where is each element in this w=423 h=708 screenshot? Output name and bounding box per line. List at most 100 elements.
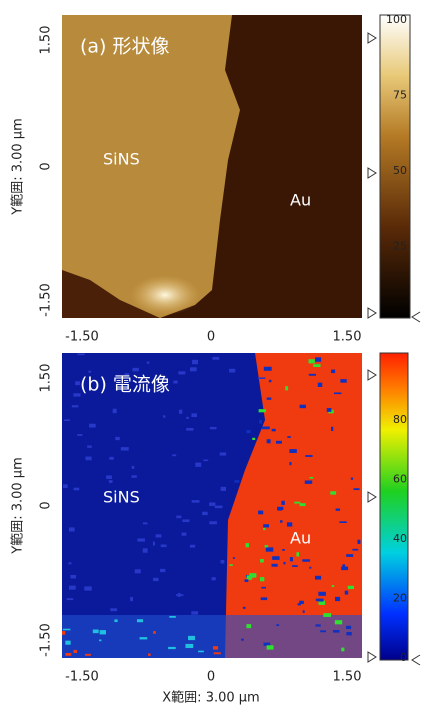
speckle	[99, 639, 101, 641]
speckle	[260, 559, 264, 563]
speckle	[65, 641, 70, 645]
panel-label: (a) 形状像	[80, 36, 170, 58]
speckle	[277, 507, 283, 510]
region-label: SiNS	[103, 488, 140, 507]
speckle	[234, 480, 239, 482]
figure: (a) 形状像SiNSAu1.500-1.50Y範囲: 3.00 µm-1.50…	[0, 0, 423, 708]
region-label: Au	[290, 191, 311, 210]
y-tick-label: -1.50	[39, 283, 54, 317]
speckle	[109, 480, 113, 483]
speckle	[296, 552, 299, 556]
speckle	[266, 547, 273, 551]
speckle	[315, 576, 321, 580]
speckle	[137, 538, 145, 541]
speckle	[156, 534, 162, 537]
region-label: SiNS	[103, 150, 140, 169]
speckle	[209, 502, 215, 505]
speckle	[265, 545, 268, 548]
y-tick-label: 0	[39, 501, 54, 509]
speckle	[272, 429, 276, 431]
speckle	[153, 542, 155, 546]
speckle	[309, 359, 315, 363]
speckle	[252, 438, 255, 440]
speckle	[259, 420, 262, 424]
speckle	[282, 549, 285, 551]
speckle	[63, 629, 71, 631]
colorbar-tick-label: 100	[386, 13, 407, 26]
speckle	[147, 362, 150, 364]
speckle	[345, 591, 348, 595]
speckle	[137, 619, 143, 622]
speckle	[260, 577, 264, 581]
y-tick-label: -1.50	[39, 623, 54, 657]
speckle	[214, 652, 221, 654]
speckle	[289, 449, 296, 453]
colorbar-tick-label: 50	[393, 164, 407, 177]
speckle	[140, 637, 148, 639]
speckle	[143, 548, 148, 552]
speckle	[354, 488, 360, 490]
speckle	[310, 477, 314, 479]
speckle	[318, 383, 322, 387]
x-tick-label: 0	[207, 330, 215, 345]
speckle	[289, 462, 291, 465]
speckle	[330, 491, 336, 494]
y-tick-label: 1.50	[39, 26, 54, 55]
speckle	[188, 636, 195, 640]
speckle	[281, 501, 284, 505]
speckle	[100, 630, 106, 634]
speckle	[169, 616, 175, 618]
speckle	[131, 475, 136, 478]
speckle	[263, 528, 265, 530]
speckle	[213, 646, 218, 649]
speckle	[133, 368, 139, 371]
speckle	[280, 520, 282, 523]
speckle	[220, 560, 224, 564]
speckle	[115, 437, 119, 440]
speckle	[65, 653, 71, 656]
colorbar-tick-label: 60	[393, 473, 407, 486]
speckle	[340, 379, 346, 383]
speckle	[153, 578, 158, 581]
x-tick-label: -1.50	[65, 670, 99, 685]
speckle	[263, 524, 269, 527]
speckle	[294, 502, 300, 504]
speckle	[160, 569, 165, 572]
speckle	[351, 478, 353, 480]
speckle	[276, 441, 282, 444]
speckle	[346, 626, 351, 629]
speckle	[161, 544, 167, 547]
speckle	[233, 557, 235, 559]
speckle	[190, 367, 197, 371]
speckle	[221, 487, 226, 491]
speckle	[215, 505, 223, 508]
speckle	[243, 607, 246, 609]
speckle	[261, 587, 265, 589]
speckle	[323, 613, 331, 617]
speckle	[110, 608, 117, 611]
speckle	[299, 601, 304, 604]
region-label: Au	[290, 529, 311, 548]
speckle	[302, 559, 310, 561]
speckle	[178, 371, 185, 374]
speckle	[186, 417, 189, 419]
colorbar-tick-label: 80	[393, 413, 407, 426]
x-tick-label: 0	[207, 670, 215, 685]
speckle	[148, 653, 151, 655]
colorbar-tick-label: 75	[393, 89, 407, 102]
speckle	[74, 488, 80, 491]
speckle	[305, 455, 312, 457]
speckle	[318, 599, 323, 602]
speckle	[89, 424, 96, 428]
speckle	[203, 460, 208, 462]
speckle	[332, 585, 334, 587]
speckle	[276, 624, 279, 626]
colorbar-tick-label: 0	[400, 651, 407, 664]
speckle	[357, 540, 360, 544]
speckle	[190, 545, 195, 548]
y-tick-label: 1.50	[39, 364, 54, 393]
speckle	[185, 644, 193, 648]
speckle	[186, 428, 193, 431]
speckle	[303, 610, 305, 613]
speckle	[285, 386, 288, 390]
